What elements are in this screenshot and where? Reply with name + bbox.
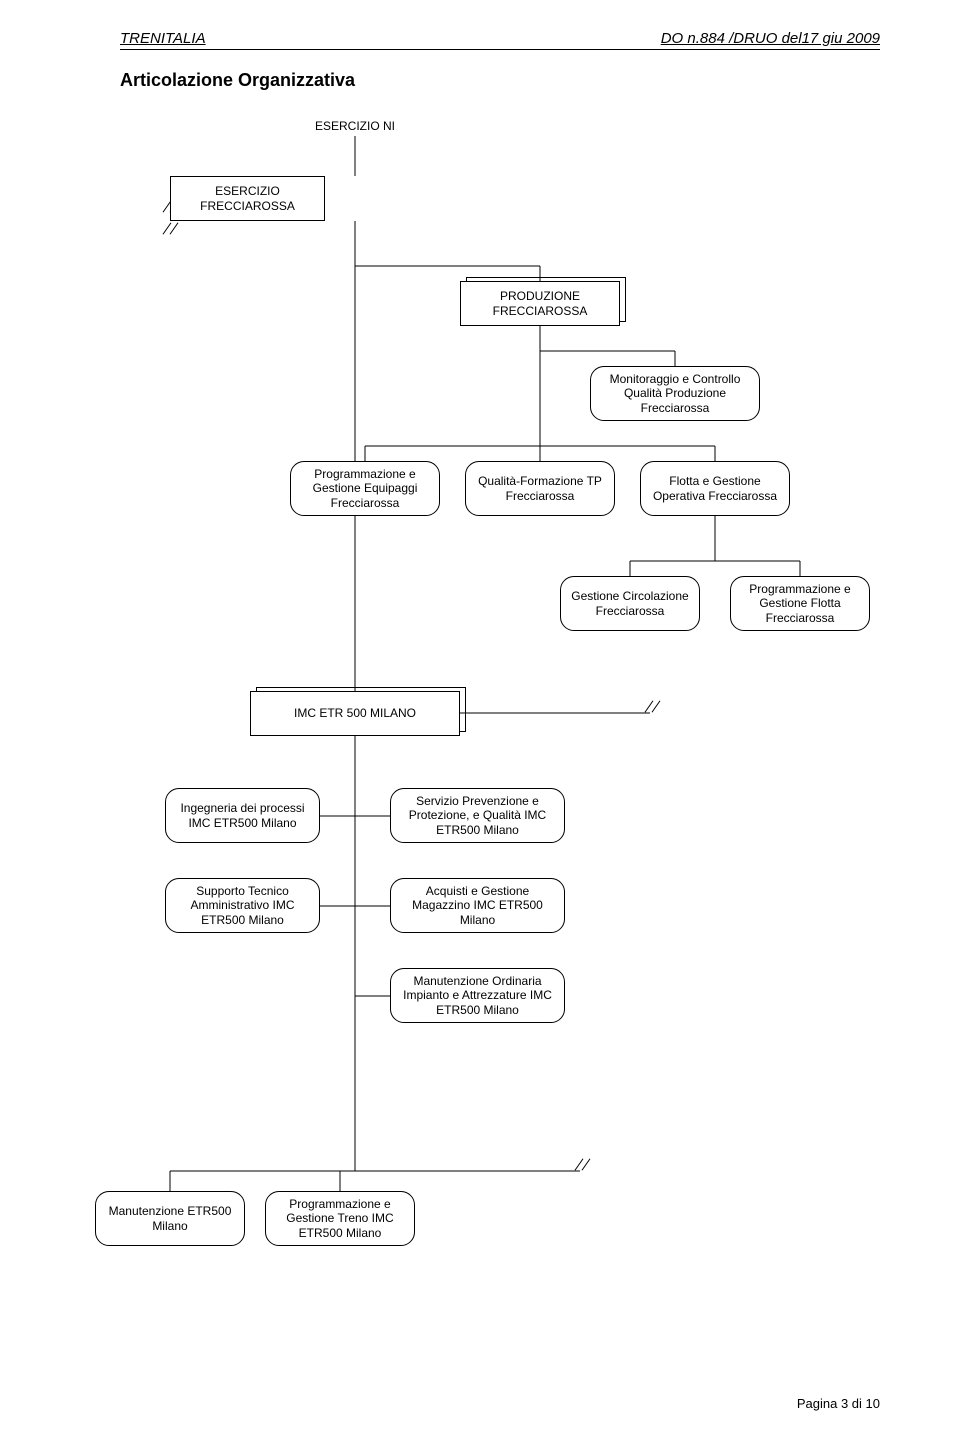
node-prog-treno: Programmazione e Gestione Treno IMC ETR5… [265, 1191, 415, 1246]
break-mark [642, 706, 664, 718]
node-manut-ord-label: Manutenzione Ordinaria Impianto e Attrez… [397, 974, 558, 1017]
org-chart: ESERCIZIO NI ESERCIZIO FRECCIAROSSA PROD… [120, 116, 880, 1296]
node-esercizio-label: ESERCIZIO FRECCIAROSSA [177, 184, 318, 213]
node-acquisti: Acquisti e Gestione Magazzino IMC ETR500… [390, 878, 565, 933]
header-rule [120, 49, 880, 50]
node-manut-ord: Manutenzione Ordinaria Impianto e Attrez… [390, 968, 565, 1023]
node-prog-equip: Programmazione e Gestione Equipaggi Frec… [290, 461, 440, 516]
header-right: DO n.884 /DRUO del17 giu 2009 [661, 30, 880, 47]
header-left: TRENITALIA [120, 30, 206, 47]
node-imc-label: IMC ETR 500 MILANO [294, 706, 416, 720]
node-flotta-op: Flotta e Gestione Operativa Frecciarossa [640, 461, 790, 516]
page-footer: Pagina 3 di 10 [797, 1396, 880, 1411]
break-mark [572, 1164, 594, 1176]
node-ingegneria: Ingegneria dei processi IMC ETR500 Milan… [165, 788, 320, 843]
node-monitoraggio-label: Monitoraggio e Controllo Qualità Produzi… [597, 372, 753, 415]
break-mark [160, 228, 182, 240]
section-title: Articolazione Organizzativa [120, 70, 880, 91]
node-gest-circ: Gestione Circolazione Frecciarossa [560, 576, 700, 631]
node-manutenzione-label: Manutenzione ETR500 Milano [102, 1204, 238, 1233]
node-supporto: Supporto Tecnico Amministrativo IMC ETR5… [165, 878, 320, 933]
node-produzione: PRODUZIONE FRECCIAROSSA [460, 281, 620, 326]
node-qualita-tp-label: Qualità-Formazione TP Frecciarossa [472, 474, 608, 503]
node-ingegneria-label: Ingegneria dei processi IMC ETR500 Milan… [172, 801, 313, 830]
node-prog-flotta-label: Programmazione e Gestione Flotta Freccia… [737, 582, 863, 625]
node-acquisti-label: Acquisti e Gestione Magazzino IMC ETR500… [397, 884, 558, 927]
node-monitoraggio: Monitoraggio e Controllo Qualità Produzi… [590, 366, 760, 421]
node-qualita-tp: Qualità-Formazione TP Frecciarossa [465, 461, 615, 516]
node-supporto-label: Supporto Tecnico Amministrativo IMC ETR5… [172, 884, 313, 927]
node-flotta-op-label: Flotta e Gestione Operativa Frecciarossa [647, 474, 783, 503]
node-imc: IMC ETR 500 MILANO [250, 691, 460, 736]
node-prog-equip-label: Programmazione e Gestione Equipaggi Frec… [297, 467, 433, 510]
node-gest-circ-label: Gestione Circolazione Frecciarossa [567, 589, 693, 618]
node-manutenzione: Manutenzione ETR500 Milano [95, 1191, 245, 1246]
node-produzione-label: PRODUZIONE FRECCIAROSSA [467, 289, 613, 318]
node-top: ESERCIZIO NI [295, 116, 415, 136]
node-prog-treno-label: Programmazione e Gestione Treno IMC ETR5… [272, 1197, 408, 1240]
node-servizio-prev-label: Servizio Prevenzione e Protezione, e Qua… [397, 794, 558, 837]
node-top-label: ESERCIZIO NI [315, 119, 395, 133]
node-esercizio: ESERCIZIO FRECCIAROSSA [170, 176, 325, 221]
node-prog-flotta: Programmazione e Gestione Flotta Freccia… [730, 576, 870, 631]
node-servizio-prev: Servizio Prevenzione e Protezione, e Qua… [390, 788, 565, 843]
